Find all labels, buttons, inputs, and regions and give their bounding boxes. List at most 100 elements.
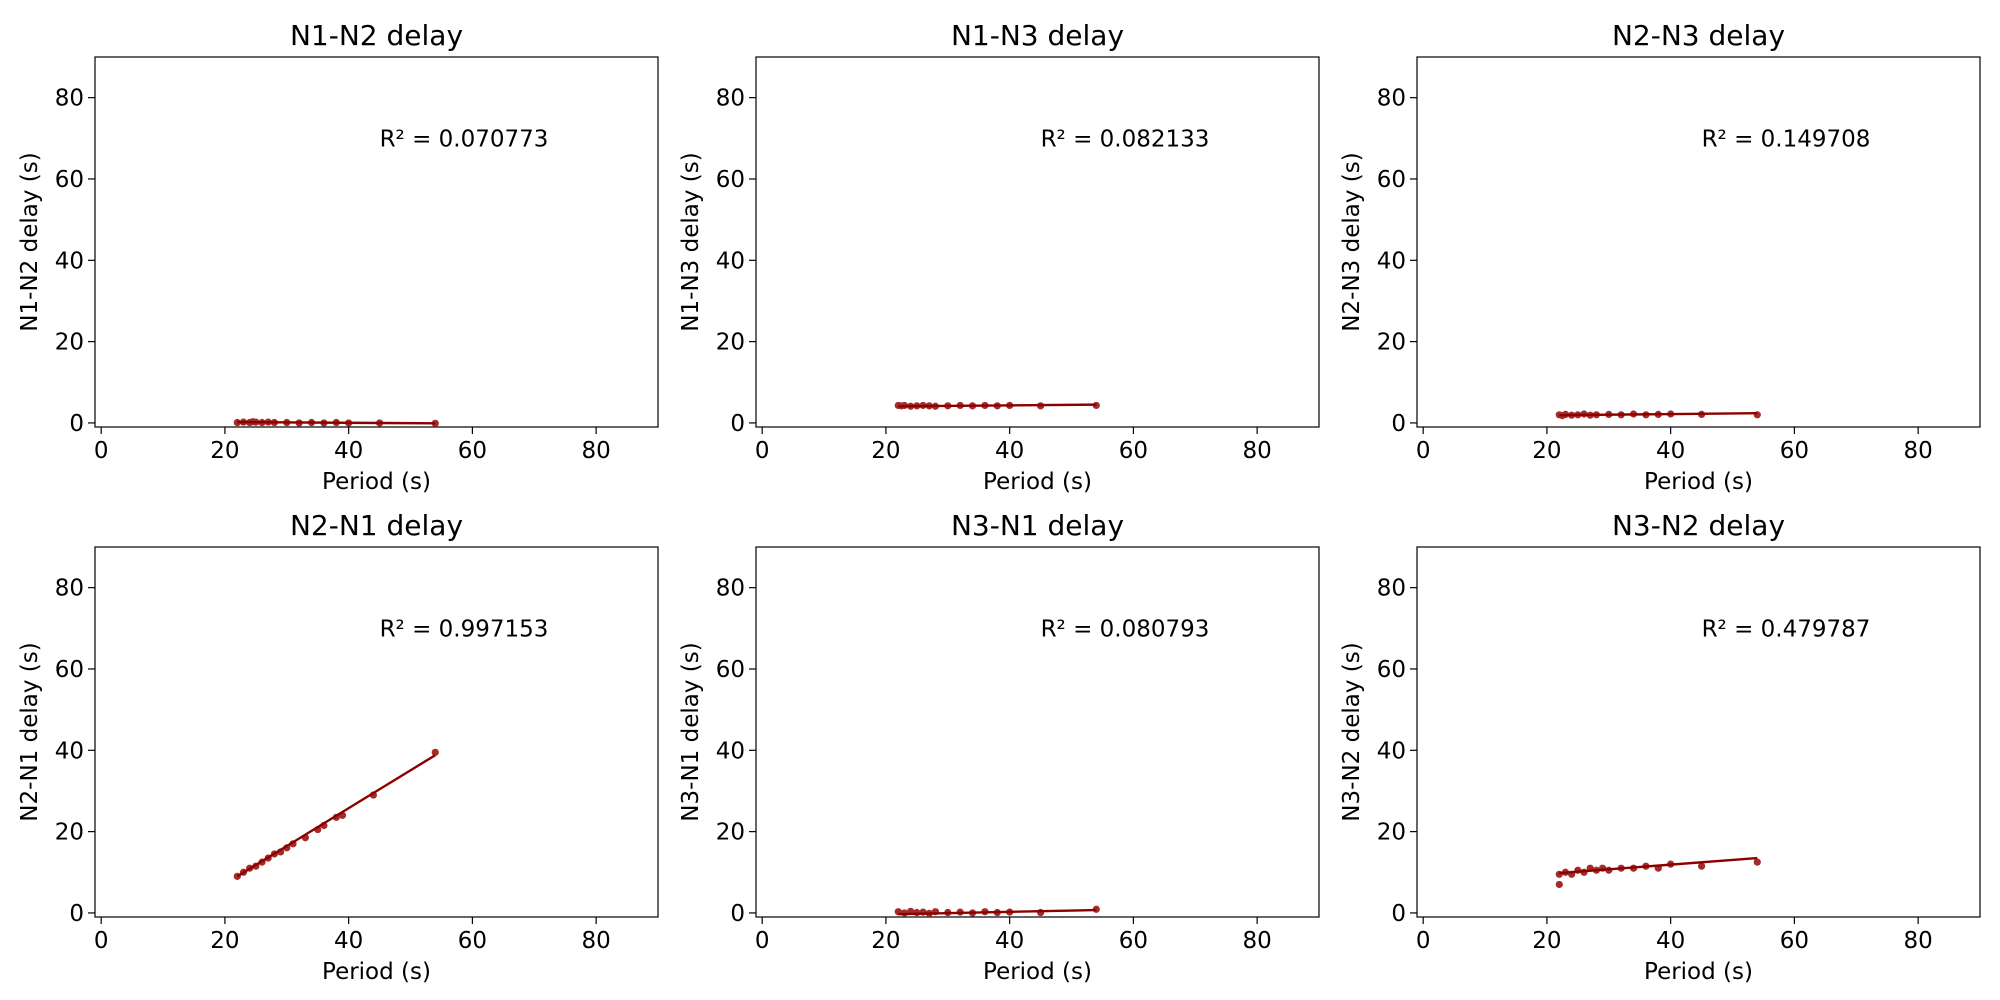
x-tick-label: 0 — [755, 438, 770, 464]
y-tick-label: 0 — [69, 901, 84, 927]
x-tick-label: 60 — [1119, 928, 1148, 954]
y-tick-label: 0 — [730, 901, 745, 927]
x-tick-label: 80 — [1242, 928, 1271, 954]
y-tick-label: 80 — [1377, 86, 1406, 112]
y-tick-label: 20 — [1377, 330, 1406, 356]
subplot-title: N3-N2 delay — [1612, 509, 1785, 542]
y-tick-label: 0 — [1391, 411, 1406, 437]
x-tick-label: 20 — [871, 438, 900, 464]
r-squared-annotation: R² = 0.479787 — [1702, 616, 1871, 642]
x-tick-label: 40 — [334, 928, 363, 954]
x-axis-label: Period (s) — [1644, 959, 1753, 985]
x-tick-label: 40 — [1656, 928, 1685, 954]
y-tick-label: 40 — [1377, 248, 1406, 274]
x-tick-label: 0 — [755, 928, 770, 954]
y-tick-label: 40 — [716, 738, 745, 764]
x-tick-label: 60 — [1780, 438, 1809, 464]
y-axis-label: N1-N2 delay (s) — [17, 152, 43, 331]
subplot-title: N2-N3 delay — [1612, 19, 1785, 52]
y-tick-label: 60 — [716, 167, 745, 193]
plot-frame — [1416, 56, 1981, 428]
r-squared-annotation: R² = 0.149708 — [1702, 126, 1871, 152]
y-axis-label: N3-N1 delay (s) — [678, 642, 704, 821]
subplot-title: N1-N3 delay — [951, 19, 1124, 52]
x-tick-label: 0 — [94, 438, 109, 464]
subplot-5: N3-N1 delay 0 20 40 60 80 0 20 40 60 80 Period (s) N… — [678, 509, 1320, 985]
plot-frame — [755, 546, 1320, 918]
x-tick-label: 80 — [1903, 438, 1932, 464]
y-tick-label: 20 — [1377, 820, 1406, 846]
y-tick-label: 80 — [55, 576, 84, 602]
y-tick-label: 20 — [55, 330, 84, 356]
plot-frame — [1416, 546, 1981, 918]
fit-line — [236, 754, 436, 878]
x-axis-label: Period (s) — [983, 959, 1092, 985]
y-tick-label: 40 — [1377, 738, 1406, 764]
y-tick-label: 80 — [1377, 576, 1406, 602]
y-tick-label: 60 — [1377, 657, 1406, 683]
x-tick-label: 0 — [1416, 438, 1431, 464]
subplot-title: N3-N1 delay — [951, 509, 1124, 542]
y-tick-label: 60 — [1377, 167, 1406, 193]
y-axis-label: N1-N3 delay (s) — [678, 152, 704, 331]
r-squared-annotation: R² = 0.070773 — [380, 126, 549, 152]
r-squared-annotation: R² = 0.997153 — [380, 616, 549, 642]
fit-line — [1559, 856, 1758, 875]
y-axis-label: N2-N1 delay (s) — [17, 642, 43, 821]
y-tick-label: 60 — [55, 167, 84, 193]
fit-line — [237, 420, 436, 425]
x-tick-label: 20 — [1532, 438, 1561, 464]
y-tick-label: 80 — [55, 86, 84, 112]
x-tick-label: 20 — [871, 928, 900, 954]
x-axis-label: Period (s) — [983, 469, 1092, 495]
y-tick-label: 80 — [716, 86, 745, 112]
x-tick-label: 20 — [1532, 928, 1561, 954]
y-tick-label: 40 — [55, 738, 84, 764]
x-tick-label: 40 — [995, 438, 1024, 464]
y-tick-label: 80 — [716, 576, 745, 602]
x-tick-label: 0 — [1416, 928, 1431, 954]
y-tick-label: 0 — [1391, 901, 1406, 927]
data-point — [1697, 862, 1706, 870]
y-tick-label: 20 — [55, 820, 84, 846]
y-axis-label: N3-N2 delay (s) — [1339, 642, 1365, 821]
subplot-4: N2-N1 delay 0 20 40 60 80 0 20 40 60 80 Period (s) N… — [17, 509, 659, 985]
y-tick-label: 60 — [716, 657, 745, 683]
x-tick-label: 40 — [995, 928, 1024, 954]
fit-line — [898, 908, 1097, 916]
x-tick-label: 80 — [1242, 438, 1271, 464]
y-axis-label: N2-N3 delay (s) — [1339, 152, 1365, 331]
x-tick-label: 80 — [581, 438, 610, 464]
data-point — [431, 748, 439, 756]
data-point — [1555, 880, 1563, 889]
y-tick-label: 40 — [716, 248, 745, 274]
x-tick-label: 80 — [581, 928, 610, 954]
x-tick-label: 20 — [210, 928, 239, 954]
y-tick-label: 20 — [716, 820, 745, 846]
r-squared-annotation: R² = 0.080793 — [1041, 616, 1210, 642]
r-squared-annotation: R² = 0.082133 — [1041, 126, 1210, 152]
subplot-title: N2-N1 delay — [290, 509, 463, 542]
fit-line — [898, 403, 1097, 408]
x-axis-label: Period (s) — [322, 959, 431, 985]
x-tick-label: 0 — [94, 928, 109, 954]
x-axis-label: Period (s) — [322, 469, 431, 495]
x-tick-label: 60 — [458, 438, 487, 464]
fit-line — [1559, 411, 1758, 417]
plot-frame — [755, 56, 1320, 428]
plot-frame — [94, 546, 659, 918]
x-tick-label: 80 — [1903, 928, 1932, 954]
subplot-2: N1-N3 delay 0 20 40 60 80 0 20 40 60 80 Period (s) N… — [678, 19, 1320, 495]
y-tick-label: 0 — [730, 411, 745, 437]
x-tick-label: 60 — [1780, 928, 1809, 954]
x-tick-label: 60 — [458, 928, 487, 954]
subplot-6: N3-N2 delay 0 20 40 60 80 0 20 40 60 80 Period (s) N… — [1339, 509, 1981, 985]
x-tick-label: 20 — [210, 438, 239, 464]
x-tick-label: 40 — [1656, 438, 1685, 464]
subplot-title: N1-N2 delay — [290, 19, 463, 52]
y-tick-label: 40 — [55, 248, 84, 274]
subplot-3: N2-N3 delay 0 20 40 60 80 0 20 40 60 80 Period (s) N… — [1339, 19, 1981, 495]
x-axis-label: Period (s) — [1644, 469, 1753, 495]
x-tick-label: 40 — [334, 438, 363, 464]
